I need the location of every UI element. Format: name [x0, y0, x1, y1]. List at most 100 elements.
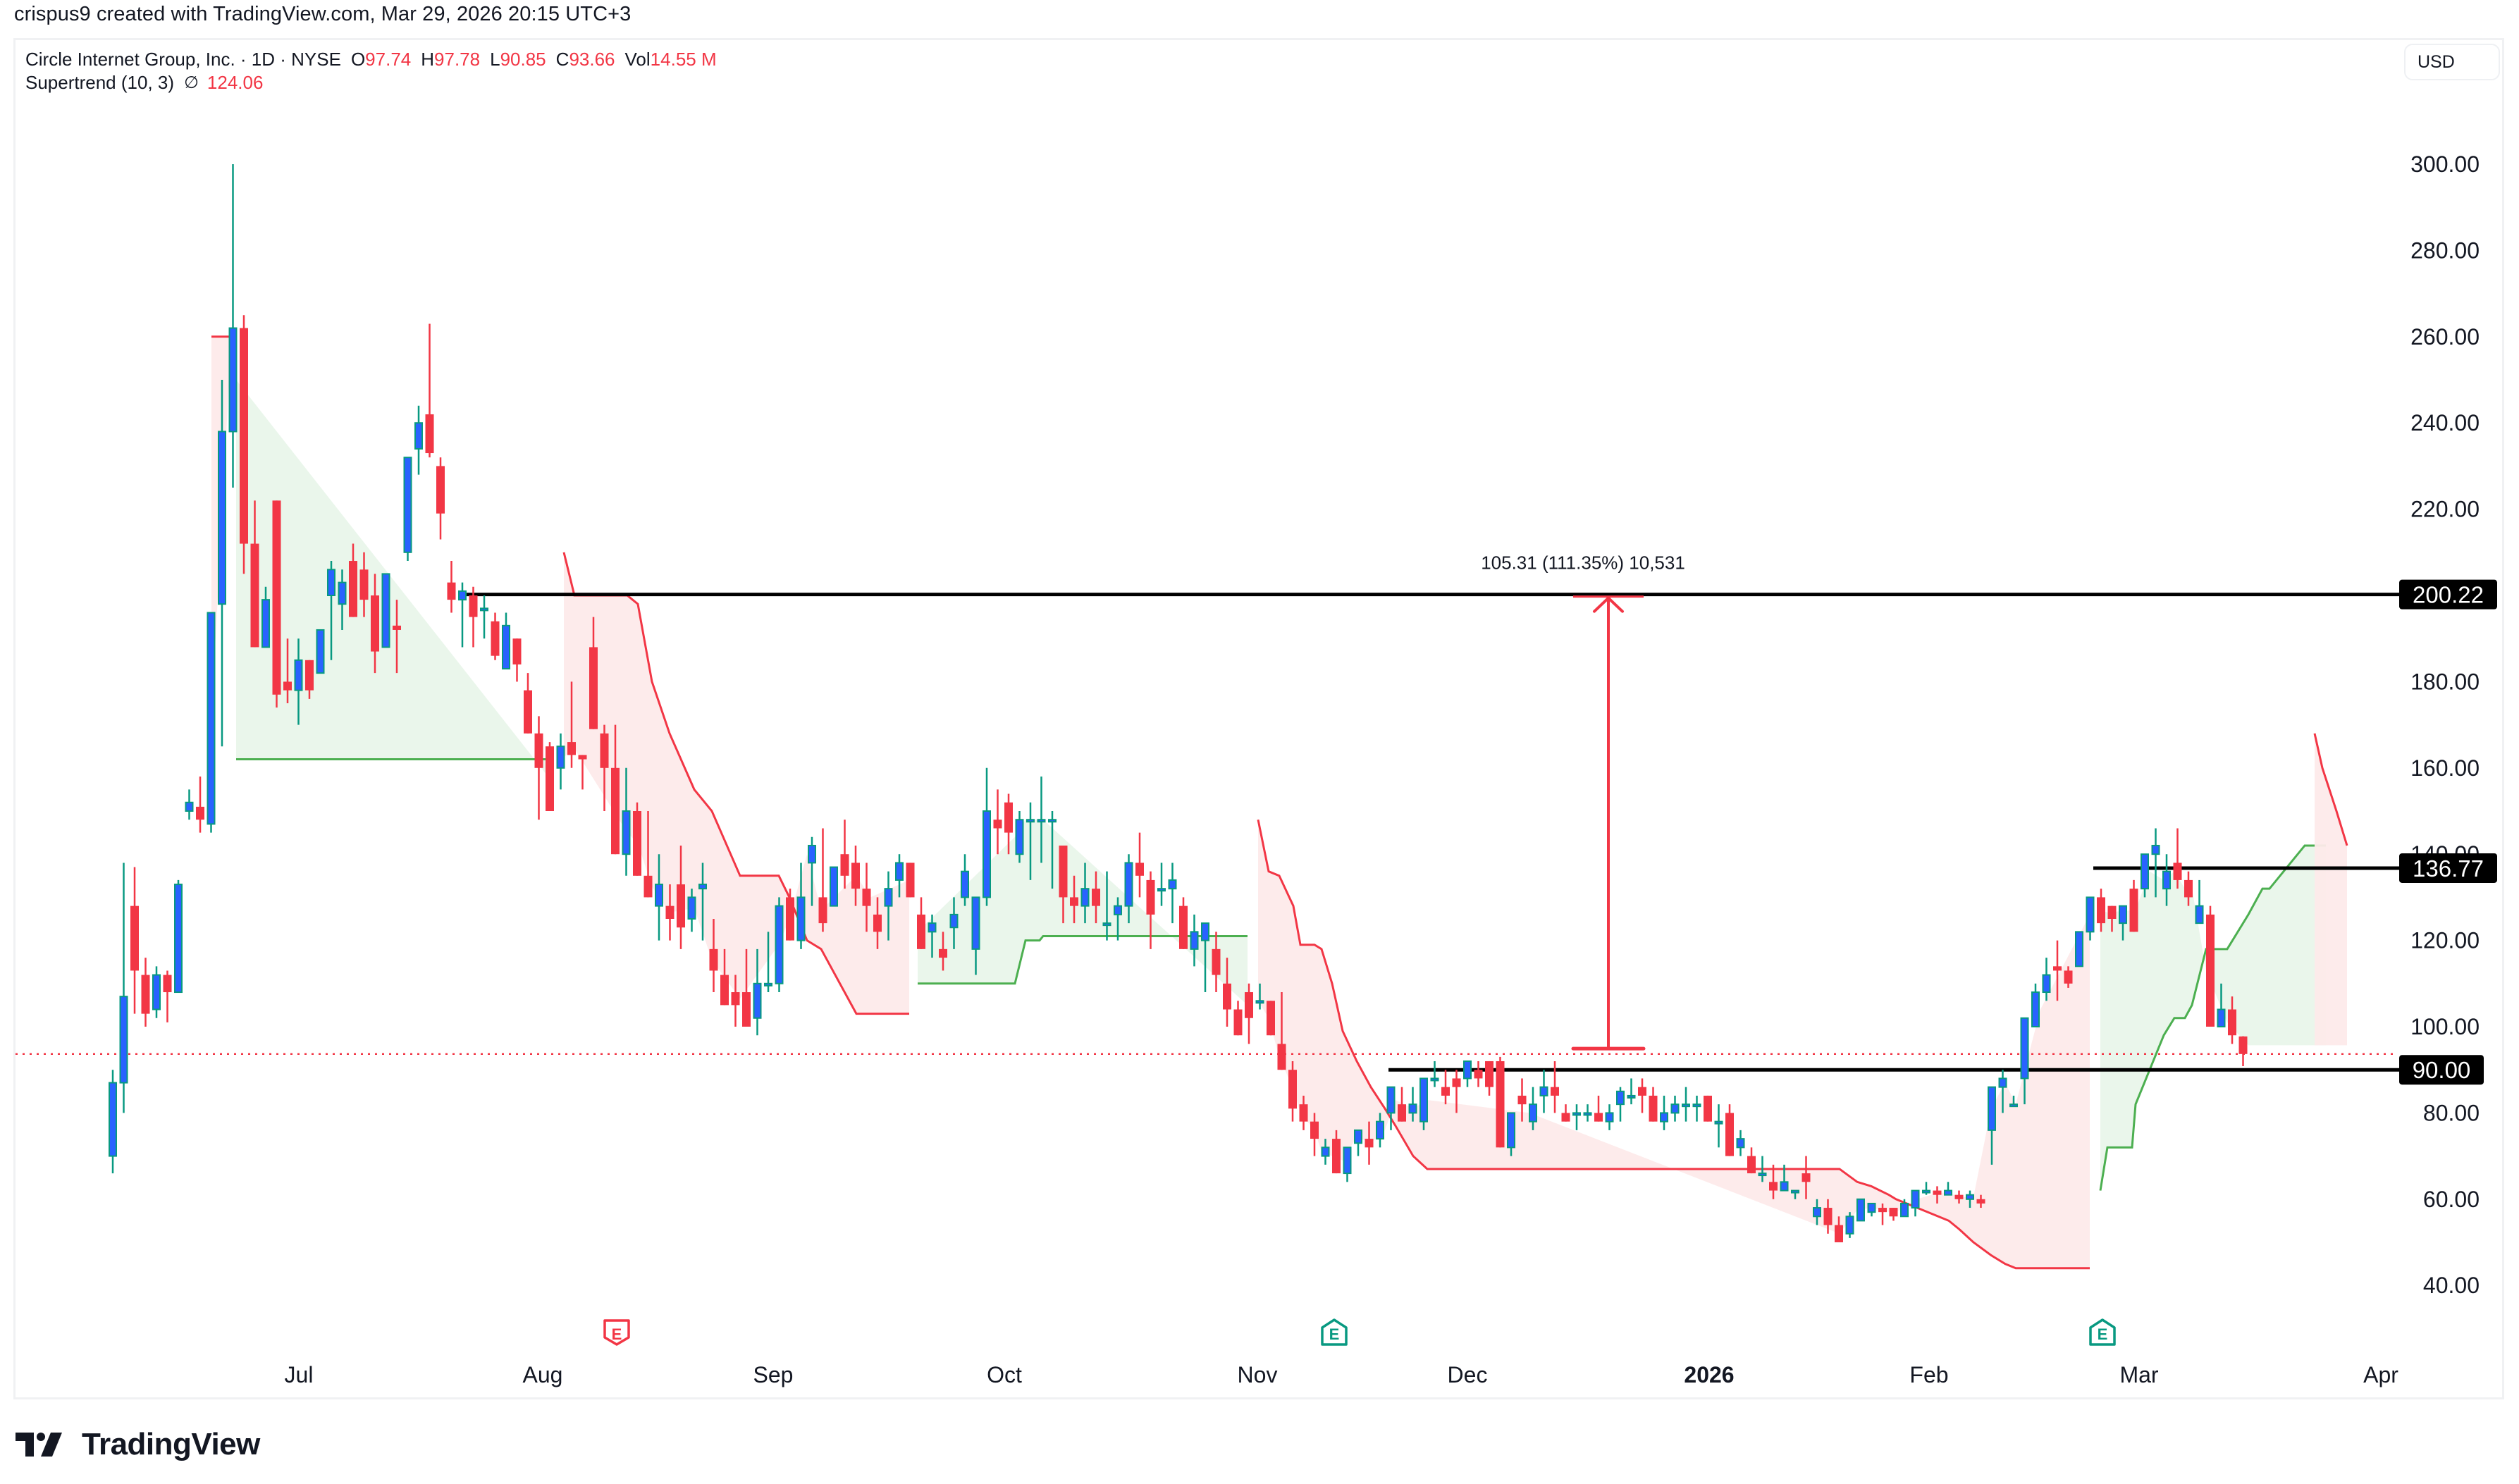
hidden-eye-icon[interactable]: ∅ — [184, 73, 199, 92]
candle — [283, 638, 292, 703]
candle — [556, 733, 565, 790]
x-tick-label: Dec — [1448, 1362, 1488, 1387]
close-label: C — [555, 49, 569, 70]
volume-value: 14.55 M — [650, 49, 717, 70]
candle — [469, 586, 478, 648]
price-tags: 200.22 136.77 90.00 — [2399, 579, 2497, 1085]
candle — [2053, 940, 2062, 1001]
candle — [1059, 845, 1068, 924]
candle — [1365, 1121, 1374, 1165]
supertrend-down-line — [1257, 819, 2090, 1270]
candle — [633, 802, 641, 876]
indicator-row: Supertrend (10, 3) ∅ 124.06 — [25, 71, 717, 94]
candle — [1583, 1104, 1592, 1122]
candle — [2141, 853, 2149, 898]
supertrend-up-fill — [236, 380, 550, 779]
candle — [884, 871, 893, 941]
candle — [731, 975, 740, 1027]
candle — [414, 405, 423, 475]
close-value: 93.66 — [569, 49, 615, 70]
candle — [2217, 983, 2226, 1028]
candle — [2162, 854, 2171, 906]
candle — [939, 932, 947, 971]
price-tag-label: 200.22 — [2413, 582, 2484, 608]
candle — [1157, 862, 1166, 906]
price-range-measure[interactable]: 105.31 (111.35%) 10,531 — [1481, 552, 1685, 1051]
candle — [1551, 1061, 1559, 1113]
candle — [240, 315, 248, 574]
candle — [1922, 1182, 1930, 1195]
indicator-name[interactable]: Supertrend (10, 3) — [25, 72, 175, 93]
candle — [1649, 1087, 1658, 1122]
candle — [393, 600, 401, 674]
candle — [2129, 879, 2138, 932]
candle — [1124, 854, 1133, 924]
candle — [830, 866, 838, 907]
candle — [578, 755, 587, 790]
candle — [512, 638, 522, 682]
candle — [1988, 1086, 1996, 1165]
candle — [502, 612, 510, 670]
candle — [1452, 1070, 1461, 1113]
price-axis[interactable]: 40.0060.0080.00100.00120.00140.00160.001… — [2410, 152, 2480, 1298]
x-tick-label: Feb — [1909, 1362, 1948, 1387]
candle — [1168, 862, 1177, 924]
candle — [480, 595, 488, 639]
candle — [1212, 932, 1221, 993]
candle — [1714, 1104, 1723, 1148]
earnings-icon[interactable]: E — [603, 1319, 630, 1346]
candle — [1037, 777, 1046, 863]
candle — [1485, 1061, 1493, 1096]
currency-button[interactable]: USD — [2404, 44, 2500, 80]
candle — [1255, 983, 1264, 1010]
y-tick-label: 280.00 — [2410, 237, 2480, 263]
y-tick-label: 160.00 — [2410, 755, 2480, 781]
candle — [1616, 1087, 1625, 1122]
candle — [2064, 966, 2073, 988]
svg-text:E: E — [2098, 1325, 2108, 1343]
x-tick-label: Jul — [285, 1362, 314, 1387]
candle — [775, 897, 784, 993]
y-tick-label: 100.00 — [2410, 1014, 2480, 1039]
supertrend-up-fill — [2100, 845, 2326, 1191]
candle — [1682, 1087, 1690, 1122]
candle — [1802, 1156, 1811, 1199]
candle — [381, 573, 390, 648]
candle — [2097, 889, 2105, 932]
candle — [1572, 1104, 1581, 1130]
candle — [567, 681, 576, 768]
symbol-title[interactable]: Circle Internet Group, Inc. · 1D · NYSE — [25, 49, 341, 70]
y-tick-label: 80.00 — [2423, 1100, 2480, 1125]
candle — [261, 586, 270, 648]
price-tag — [2399, 853, 2497, 883]
candle — [458, 582, 467, 648]
candle — [1670, 1095, 1680, 1122]
tradingview-logo[interactable]: TradingView — [16, 1427, 260, 1462]
candle — [2206, 905, 2215, 1027]
candle — [796, 862, 806, 949]
supertrend-down-line — [562, 552, 909, 1015]
earnings-icon[interactable]: E — [2089, 1318, 2116, 1346]
candle — [1332, 1130, 1341, 1174]
candle — [1496, 1056, 1505, 1148]
chart-legend: Circle Internet Group, Inc. · 1D · NYSE … — [25, 48, 717, 94]
candle — [1419, 1077, 1428, 1130]
x-tick-label: Aug — [523, 1362, 563, 1387]
y-tick-label: 120.00 — [2410, 928, 2480, 953]
candle — [2086, 896, 2095, 941]
svg-text:E: E — [612, 1325, 622, 1343]
candle — [119, 862, 128, 1113]
candle — [228, 164, 238, 488]
earnings-icon[interactable]: E — [1321, 1318, 1348, 1346]
time-axis[interactable]: Jul Aug Sep Oct Nov Dec 2026 Feb Mar Apr — [285, 1362, 2399, 1387]
candle — [338, 569, 347, 630]
candle — [1201, 922, 1209, 993]
candle — [862, 862, 871, 932]
candle — [272, 500, 281, 708]
candle — [1944, 1182, 1952, 1196]
candle — [1070, 875, 1078, 924]
candle — [993, 789, 1002, 855]
candle — [1507, 1112, 1515, 1156]
